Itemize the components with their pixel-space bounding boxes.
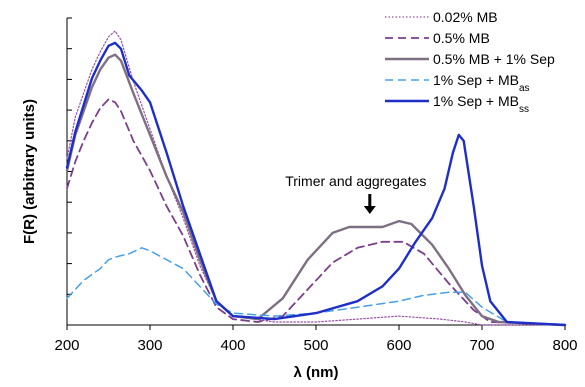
annotation: Trimer and aggregates	[285, 173, 426, 214]
annotation-arrow-head	[363, 206, 376, 214]
x-tick-label: 500	[303, 337, 328, 354]
axes: 200 300 400 500 600 700 800 λ (nm) F(R) (arbitra…	[21, 17, 578, 381]
legend-label-3: 0.5% MB + 1% Sep	[433, 51, 555, 67]
series-layer	[65, 30, 567, 327]
legend-label-4: 1% Sep + MBas	[433, 72, 530, 94]
x-tick-label: 800	[552, 337, 577, 354]
x-tick-label: 300	[137, 337, 162, 354]
legend-label-5: 1% Sep + MBss	[433, 93, 529, 115]
annotation-text: Trimer and aggregates	[285, 173, 426, 189]
series-line-4	[66, 247, 566, 326]
y-axis-title: F(R) (arbitrary units)	[21, 99, 38, 244]
x-tick-label: 700	[469, 337, 494, 354]
legend-label-1: 0.02% MB	[433, 9, 498, 25]
legend-label-2: 0.5% MB	[433, 30, 490, 46]
series-line-1	[66, 30, 566, 326]
x-axis-title: λ (nm)	[294, 364, 339, 381]
legend: 0.02% MB 0.5% MB 0.5% MB + 1% Sep 1% Sep + …	[385, 9, 555, 115]
series-line-2	[66, 98, 566, 326]
x-tick-label: 200	[54, 337, 79, 354]
x-tick-label: 400	[220, 337, 245, 354]
series-line-5	[65, 41, 567, 327]
x-tick-label: 600	[386, 337, 411, 354]
